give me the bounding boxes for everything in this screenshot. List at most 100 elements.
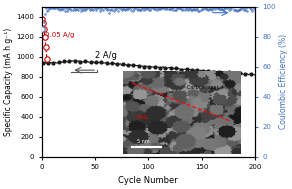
Point bbox=[204, 8, 208, 11]
Point bbox=[103, 6, 108, 9]
Point bbox=[147, 66, 152, 69]
Point bbox=[247, 6, 252, 9]
Point bbox=[127, 7, 131, 10]
Point bbox=[196, 9, 201, 12]
Point bbox=[208, 8, 213, 11]
Point bbox=[83, 60, 88, 63]
Point bbox=[241, 6, 246, 9]
Point bbox=[146, 7, 151, 10]
Point bbox=[171, 8, 175, 11]
Point bbox=[167, 8, 172, 11]
Point bbox=[115, 62, 120, 65]
Point bbox=[158, 67, 162, 70]
Point bbox=[182, 8, 187, 11]
Point bbox=[238, 72, 242, 75]
Point bbox=[80, 7, 84, 10]
Point bbox=[187, 7, 192, 10]
Point bbox=[116, 9, 121, 12]
Point bbox=[238, 7, 242, 10]
Point bbox=[169, 7, 174, 10]
Point bbox=[112, 9, 117, 12]
Point bbox=[163, 7, 168, 10]
Text: 0.05 A/g: 0.05 A/g bbox=[45, 32, 74, 38]
Point bbox=[231, 8, 236, 11]
Point bbox=[166, 7, 171, 10]
Point bbox=[74, 7, 79, 10]
Point bbox=[128, 5, 133, 9]
Point bbox=[184, 8, 189, 11]
Point bbox=[119, 9, 124, 12]
Point bbox=[51, 61, 56, 64]
Point bbox=[97, 6, 102, 9]
Point bbox=[100, 6, 105, 9]
Point bbox=[107, 11, 111, 14]
Point bbox=[67, 60, 72, 63]
Point bbox=[159, 6, 164, 9]
Point bbox=[45, 9, 49, 12]
Point bbox=[220, 7, 224, 10]
Point bbox=[132, 8, 137, 11]
Point bbox=[64, 7, 68, 10]
Point bbox=[93, 7, 97, 10]
Point bbox=[73, 7, 78, 10]
Point bbox=[88, 61, 93, 64]
Point bbox=[223, 7, 227, 10]
Point bbox=[63, 10, 67, 13]
Point bbox=[102, 7, 107, 10]
Point bbox=[150, 7, 155, 10]
Point bbox=[225, 6, 230, 9]
Point bbox=[113, 8, 117, 11]
Point bbox=[44, 6, 48, 9]
Point bbox=[56, 61, 61, 64]
Point bbox=[131, 10, 136, 13]
Point bbox=[55, 8, 60, 11]
Point bbox=[145, 6, 150, 9]
Point bbox=[198, 8, 203, 11]
Point bbox=[47, 7, 51, 10]
Point bbox=[163, 66, 168, 69]
Point bbox=[79, 10, 84, 13]
Point bbox=[156, 7, 160, 10]
Point bbox=[154, 8, 159, 11]
Point bbox=[178, 7, 182, 10]
Point bbox=[218, 7, 223, 10]
Point bbox=[206, 70, 210, 73]
Point bbox=[217, 7, 222, 10]
Point bbox=[239, 7, 244, 10]
Point bbox=[228, 6, 233, 9]
Point bbox=[205, 7, 209, 10]
Point bbox=[180, 9, 185, 12]
Point bbox=[227, 8, 232, 11]
Point bbox=[40, 62, 45, 65]
Point bbox=[76, 8, 80, 11]
Point bbox=[40, 21, 45, 24]
Point bbox=[222, 7, 226, 10]
Point bbox=[46, 9, 50, 12]
Point bbox=[190, 68, 194, 71]
Point bbox=[200, 7, 205, 10]
Point bbox=[66, 8, 71, 11]
Point bbox=[72, 60, 77, 63]
Point bbox=[126, 7, 130, 10]
Point bbox=[211, 7, 216, 10]
Point bbox=[246, 5, 251, 8]
Point bbox=[193, 8, 197, 11]
Point bbox=[60, 7, 65, 10]
Point bbox=[88, 8, 93, 11]
Point bbox=[85, 7, 90, 10]
Point bbox=[206, 9, 210, 12]
Point bbox=[94, 61, 98, 64]
Point bbox=[42, 13, 47, 16]
Point bbox=[98, 9, 102, 12]
Point bbox=[152, 7, 157, 10]
Point bbox=[62, 60, 66, 63]
Point bbox=[81, 8, 86, 11]
Point bbox=[99, 8, 104, 11]
Point bbox=[248, 73, 253, 76]
Point bbox=[195, 7, 200, 10]
Point bbox=[45, 57, 49, 60]
Point bbox=[117, 6, 122, 9]
Point bbox=[58, 8, 62, 11]
Point bbox=[187, 8, 191, 11]
Point bbox=[140, 7, 145, 10]
